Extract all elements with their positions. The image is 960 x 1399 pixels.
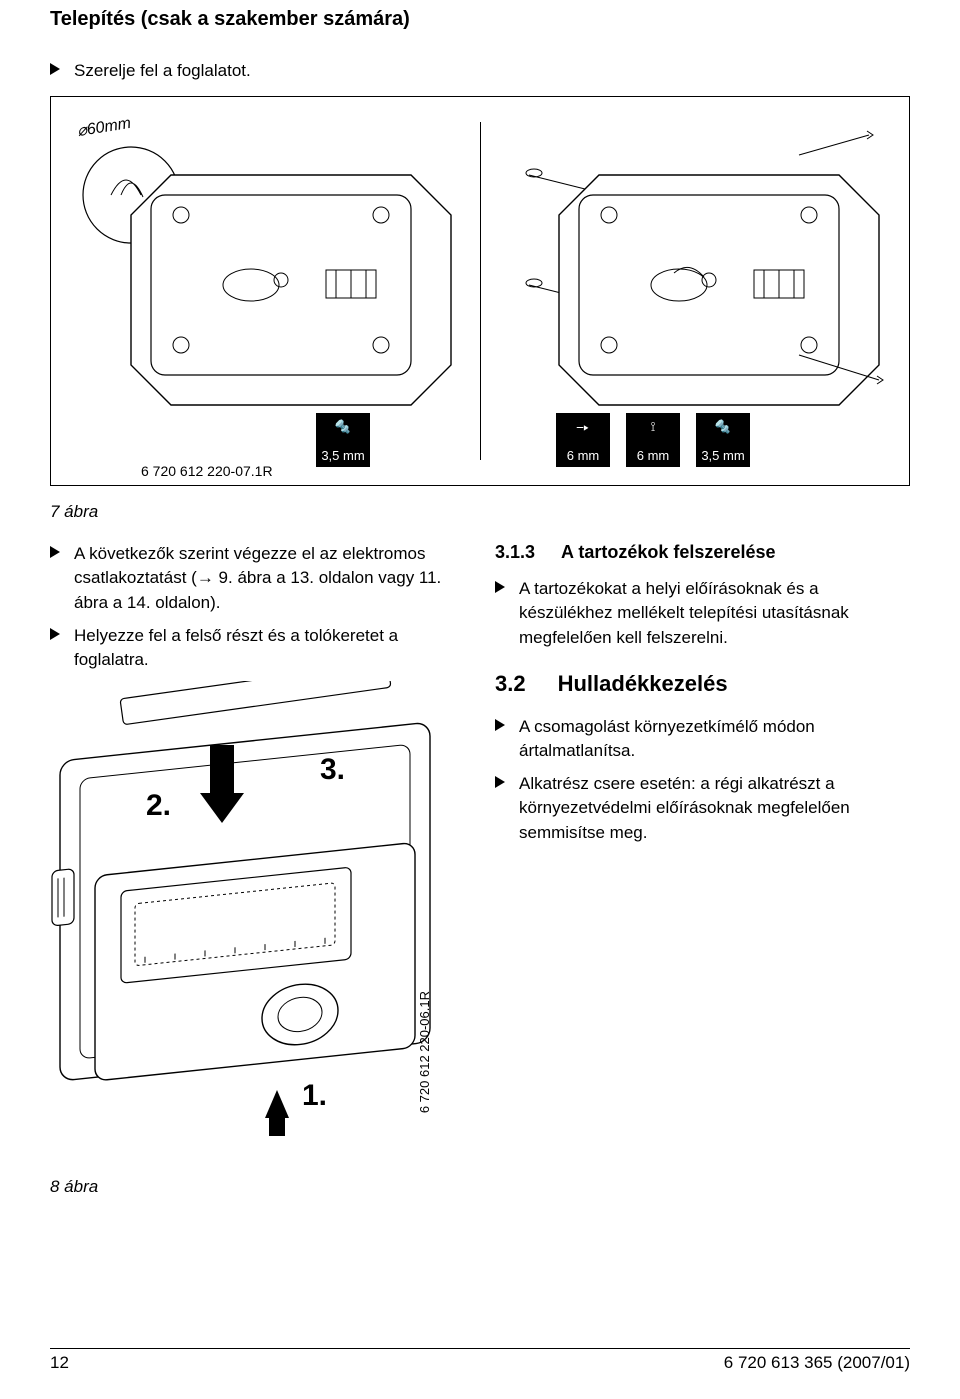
fig7-left-drawing (71, 115, 471, 415)
intro-bullet-text: Szerelje fel a foglalatot. (74, 59, 251, 84)
fig7-part-ref: 6 720 612 220-07.1R (141, 463, 273, 479)
screw-icon: 🔩 (335, 419, 351, 435)
triangle-icon (495, 776, 505, 788)
right-bullet-2b: Alkatrész csere esetén: a régi alkatrész… (495, 772, 910, 846)
screw-icon: 🔩 (715, 419, 731, 435)
right-bullet-1: A tartozékokat a helyi előírásoknak és a… (495, 577, 910, 651)
fig7-screw-2-label: 6 mm (567, 448, 600, 463)
triangle-icon (495, 719, 505, 731)
anchor-icon: ⟟ (651, 419, 656, 435)
fig7-right-drawing (489, 115, 889, 415)
heading-32-text: Hulladékkezelés (558, 671, 728, 697)
fig8-drawing (50, 681, 460, 1161)
left-bullet-1-text: A következők szerint végezze el az elekt… (74, 542, 465, 616)
page-footer: 12 6 720 613 365 (2007/01) (50, 1348, 910, 1373)
heading-313-num: 3.1.3 (495, 542, 535, 563)
fig7-screw-1-label: 3,5 mm (321, 448, 364, 463)
fig8-step-2: 2. (146, 789, 171, 823)
triangle-icon (50, 63, 60, 75)
right-bullet-2b-text: Alkatrész csere esetén: a régi alkatrész… (519, 772, 910, 846)
heading-32: 3.2 Hulladékkezelés (495, 671, 910, 697)
drill-icon: ⎯▸ (577, 419, 589, 435)
heading-313: 3.1.3 A tartozékok felszerelése (495, 542, 910, 563)
fig7-screw-1: 🔩 3,5 mm (316, 413, 370, 467)
intro-bullet: Szerelje fel a foglalatot. (50, 59, 910, 84)
figure-8: 2. 3. 1. 6 720 612 220-06.1R (50, 681, 460, 1161)
right-bullet-2a: A csomagolást környezetkímélő módon árta… (495, 715, 910, 764)
fig8-part-ref: 6 720 612 220-06.1R (417, 991, 432, 1113)
fig8-step-1: 1. (302, 1079, 327, 1113)
heading-313-text: A tartozékok felszerelése (561, 542, 775, 563)
left-bullet-2-text: Helyezze fel a felső részt és a tolókere… (74, 624, 465, 673)
two-column-body: A következők szerint végezze el az elekt… (50, 542, 910, 1197)
fig7-screw-3: ⟟ 6 mm (626, 413, 680, 467)
caption-8: 8 ábra (50, 1177, 465, 1197)
footer-doc: 6 720 613 365 (2007/01) (724, 1353, 910, 1373)
left-bullet-1: A következők szerint végezze el az elekt… (50, 542, 465, 616)
heading-32-num: 3.2 (495, 671, 526, 697)
fig7-screw-2: ⎯▸ 6 mm (556, 413, 610, 467)
left-bullet-2: Helyezze fel a felső részt és a tolókere… (50, 624, 465, 673)
left-column: A következők szerint végezze el az elekt… (50, 542, 465, 1197)
fig7-screw-3-label: 6 mm (637, 448, 670, 463)
right-bullet-2a-text: A csomagolást környezetkímélő módon árta… (519, 715, 910, 764)
footer-page: 12 (50, 1353, 69, 1373)
fig7-screw-4: 🔩 3,5 mm (696, 413, 750, 467)
fig7-divider (480, 122, 481, 460)
triangle-icon (50, 628, 60, 640)
section-title: Telepítés (csak a szakember számára) (50, 0, 910, 59)
figure-7: ⌀60mm (50, 96, 910, 486)
fig7-screw-4-label: 3,5 mm (701, 448, 744, 463)
triangle-icon (50, 546, 60, 558)
triangle-icon (495, 581, 505, 593)
right-column: 3.1.3 A tartozékok felszerelése A tartoz… (495, 542, 910, 1197)
right-bullet-1-text: A tartozékokat a helyi előírásoknak és a… (519, 577, 910, 651)
fig8-step-3: 3. (320, 753, 345, 787)
caption-7: 7 ábra (50, 502, 910, 522)
